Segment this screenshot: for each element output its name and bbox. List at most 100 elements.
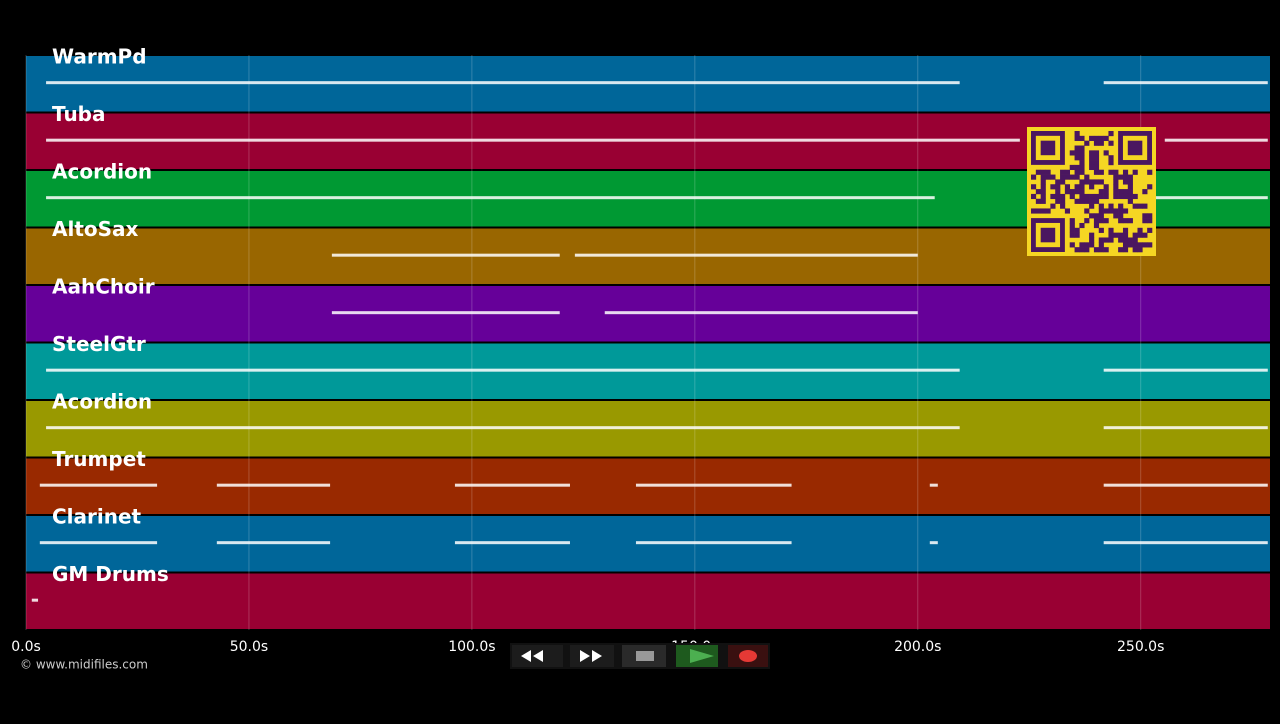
qr-module	[1055, 179, 1061, 185]
rewind-button[interactable]	[512, 645, 563, 667]
qr-module	[1103, 218, 1109, 224]
qr-module	[1040, 169, 1046, 175]
note-phrase	[1103, 483, 1268, 487]
qr-module	[1035, 169, 1041, 175]
lane	[26, 573, 1270, 629]
qr-module	[1113, 232, 1119, 238]
note-phrase	[31, 598, 39, 602]
qr-module	[1060, 169, 1066, 175]
note-phrase	[46, 196, 935, 200]
qr-module	[1093, 198, 1100, 204]
qr-module	[1122, 242, 1129, 248]
stop-icon	[636, 651, 654, 661]
qr-module	[1093, 150, 1100, 156]
qr-module	[1108, 160, 1114, 166]
qr-module	[1079, 184, 1085, 190]
qr-module	[1132, 237, 1138, 243]
qr-module	[1074, 164, 1080, 171]
qr-module	[1122, 208, 1129, 214]
qr-module	[1098, 135, 1104, 141]
qr-module	[1074, 247, 1080, 253]
track-name: AltoSax	[52, 217, 139, 241]
qr-module	[1093, 160, 1100, 166]
qr-module	[1103, 150, 1109, 156]
qr-module	[1098, 242, 1104, 248]
qr-module	[1074, 135, 1080, 141]
qr-module	[1079, 150, 1085, 156]
qr-module	[1108, 208, 1114, 214]
qr-module	[1142, 213, 1148, 219]
track-name: Clarinet	[52, 505, 142, 529]
play-button[interactable]	[676, 645, 718, 667]
qr-module	[1137, 227, 1143, 233]
qr-module	[1113, 184, 1119, 190]
qr-module	[1040, 189, 1046, 195]
qr-module	[1098, 237, 1104, 243]
qr-module	[1132, 232, 1138, 238]
qr-module	[1118, 174, 1124, 180]
qr-module	[1122, 232, 1129, 238]
qr-module	[1147, 169, 1153, 175]
note-phrase	[46, 138, 1020, 142]
qr-module	[1122, 227, 1129, 233]
qr-module	[1108, 232, 1114, 238]
qr-finder	[1040, 227, 1056, 243]
qr-module	[1064, 174, 1071, 180]
qr-module	[1098, 140, 1104, 146]
qr-module	[1055, 198, 1061, 204]
qr-module	[1127, 218, 1133, 224]
qr-module	[1084, 179, 1090, 185]
note-phrase	[1164, 138, 1268, 142]
qr-module	[1147, 213, 1153, 219]
qr-module	[1137, 247, 1143, 253]
qr-module	[1127, 189, 1133, 195]
note-phrase	[454, 483, 570, 487]
qr-module	[1060, 179, 1066, 185]
qr-module	[1089, 242, 1095, 248]
qr-module	[1127, 198, 1133, 204]
qr-module	[1113, 213, 1119, 219]
stop-button[interactable]	[622, 645, 666, 667]
qr-module	[1093, 218, 1100, 224]
qr-module	[1089, 164, 1095, 171]
note-phrase	[46, 81, 960, 85]
qr-module	[1108, 140, 1114, 146]
qr-module	[1079, 135, 1085, 141]
qr-module	[1089, 232, 1095, 238]
qr-module	[1045, 208, 1051, 214]
qr-module	[1127, 184, 1133, 190]
tick-label: 200.0s	[894, 639, 941, 655]
qr-module	[1040, 174, 1046, 180]
qr-module	[1055, 193, 1061, 200]
qr-module	[1089, 203, 1095, 209]
qr-module	[1093, 179, 1100, 185]
qr-module	[1093, 155, 1100, 161]
qr-module	[1098, 208, 1104, 214]
qr-finder	[1127, 140, 1143, 156]
note-phrase	[216, 483, 331, 487]
qr-module	[1079, 247, 1085, 253]
qr-module	[1074, 227, 1080, 233]
qr-module	[1060, 174, 1066, 180]
qr-module	[1084, 247, 1090, 253]
qr-module	[1079, 179, 1085, 185]
qr-module	[1122, 189, 1129, 195]
qr-module	[1118, 189, 1124, 195]
qr-module	[1069, 242, 1075, 248]
qr-module	[1089, 155, 1095, 161]
qr-module	[1050, 184, 1056, 190]
qr-module	[1069, 150, 1075, 156]
qr-module	[1108, 203, 1114, 209]
qr-module	[1108, 227, 1114, 233]
qr-module	[1031, 193, 1037, 200]
qr-module	[1064, 189, 1071, 195]
qr-module	[1055, 189, 1061, 195]
forward-button[interactable]	[570, 645, 614, 667]
note-phrase	[454, 541, 570, 545]
record-button[interactable]	[728, 645, 768, 667]
qr-module	[1079, 193, 1085, 200]
qr-module	[1142, 242, 1148, 248]
qr-module	[1069, 174, 1075, 180]
qr-module	[1147, 218, 1153, 224]
